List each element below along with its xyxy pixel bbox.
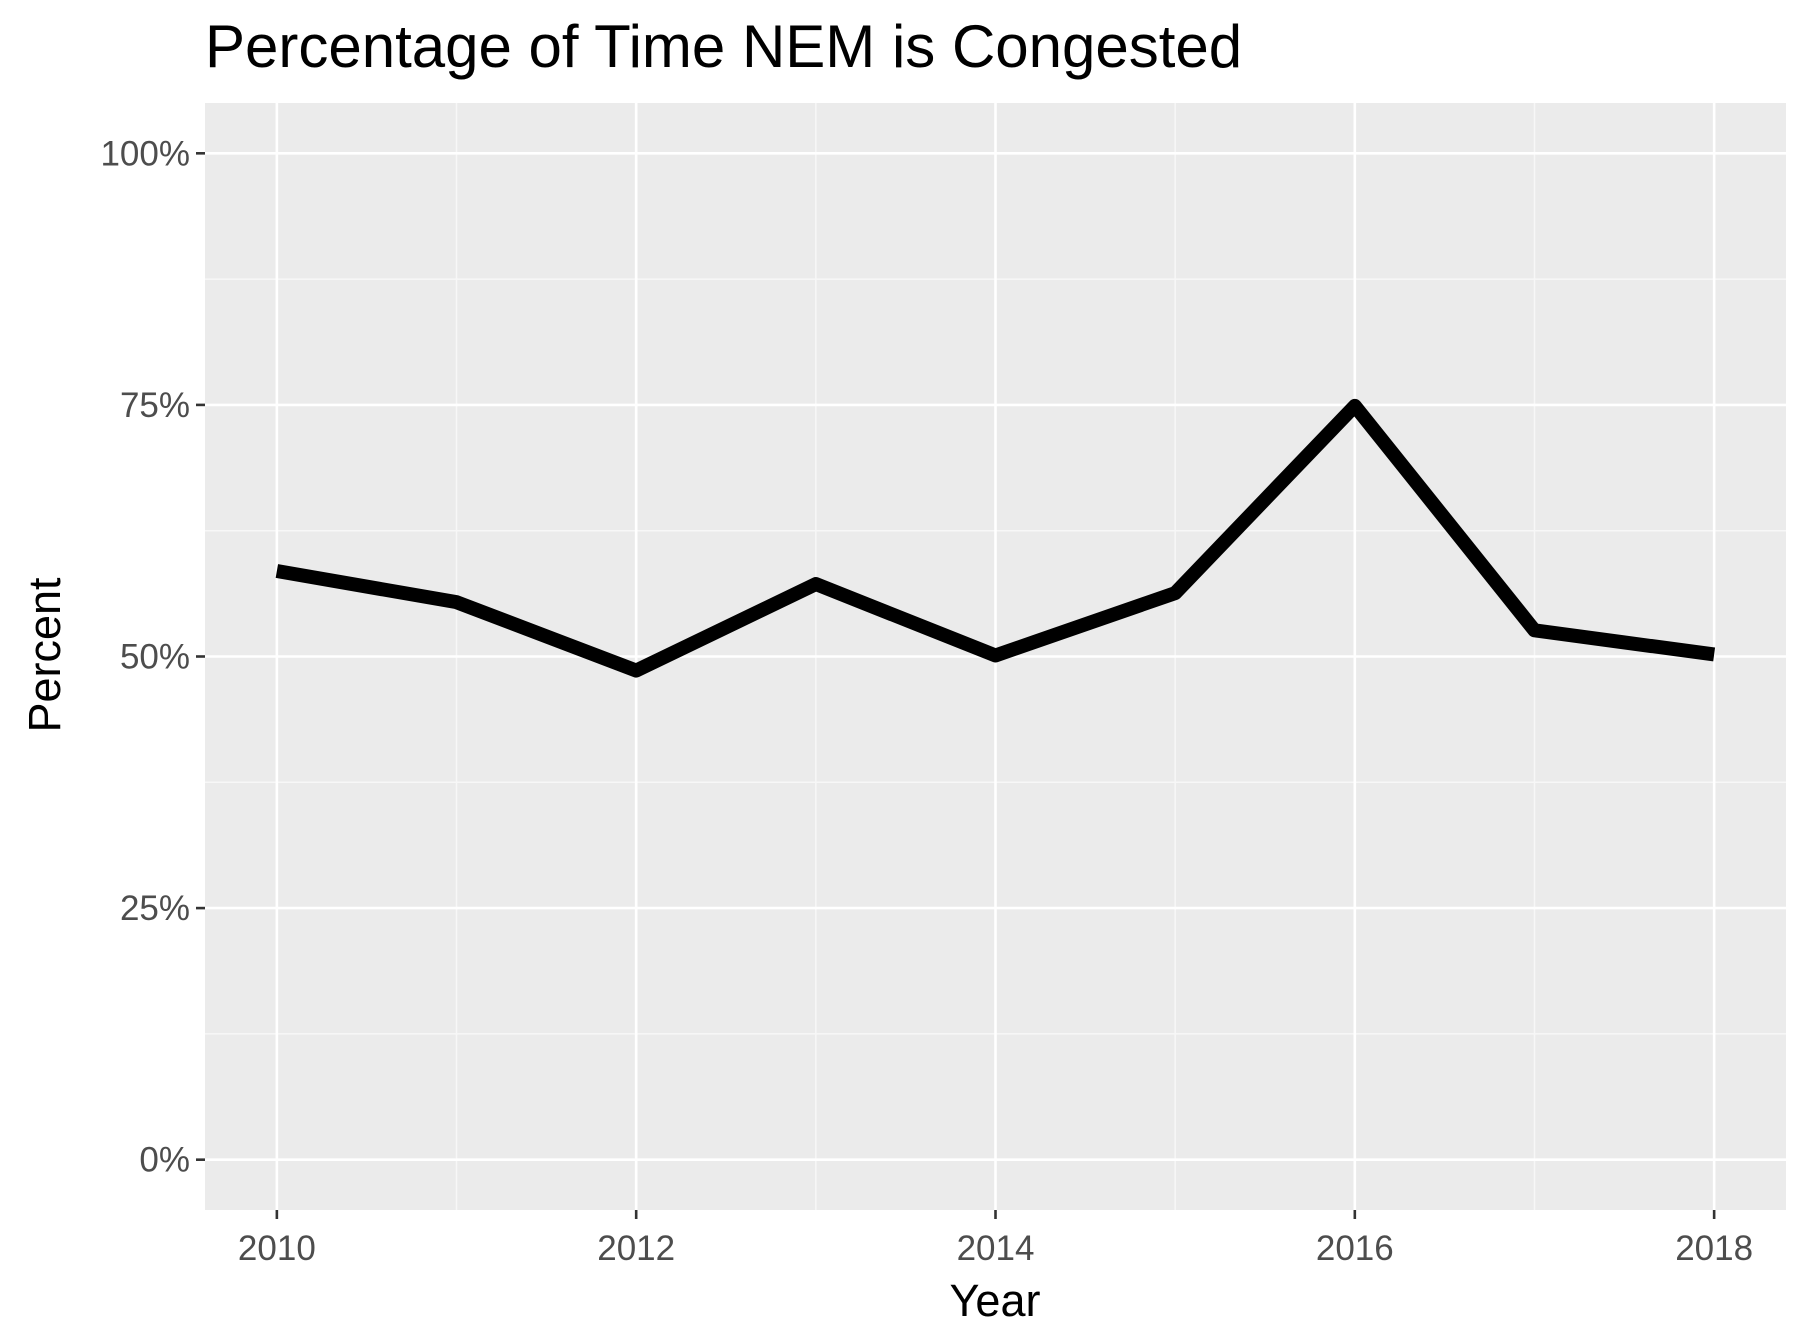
series-layer xyxy=(275,398,1716,678)
data-point xyxy=(1534,630,1535,631)
data-point xyxy=(636,670,637,671)
data-point xyxy=(276,570,277,571)
data-point xyxy=(456,602,457,603)
y-axis: 0% 25% 50% 75% 100% xyxy=(100,134,205,1180)
x-tick-label: 2016 xyxy=(1316,1229,1394,1268)
y-tick-label: 50% xyxy=(120,638,190,677)
data-point xyxy=(1175,593,1176,594)
x-tick-label: 2014 xyxy=(957,1229,1035,1268)
y-tick-label: 0% xyxy=(139,1141,190,1180)
y-tick-label: 100% xyxy=(100,134,190,173)
x-tick-label: 2018 xyxy=(1675,1229,1753,1268)
chart-title: Percentage of Time NEM is Congested xyxy=(205,13,1242,80)
series-line-0 xyxy=(275,398,1716,678)
data-point xyxy=(995,655,996,656)
data-point xyxy=(1354,405,1355,406)
x-tick-label: 2012 xyxy=(597,1229,675,1268)
y-axis-title: Percent xyxy=(19,577,70,733)
x-tick-label: 2010 xyxy=(238,1229,316,1268)
x-axis: 2010 2012 2014 2016 2018 xyxy=(238,1210,1753,1268)
y-tick-label: 75% xyxy=(120,386,190,425)
data-point xyxy=(815,584,816,585)
x-axis-title: Year xyxy=(950,1275,1041,1326)
y-tick-label: 25% xyxy=(120,889,190,928)
data-point xyxy=(1714,654,1715,655)
